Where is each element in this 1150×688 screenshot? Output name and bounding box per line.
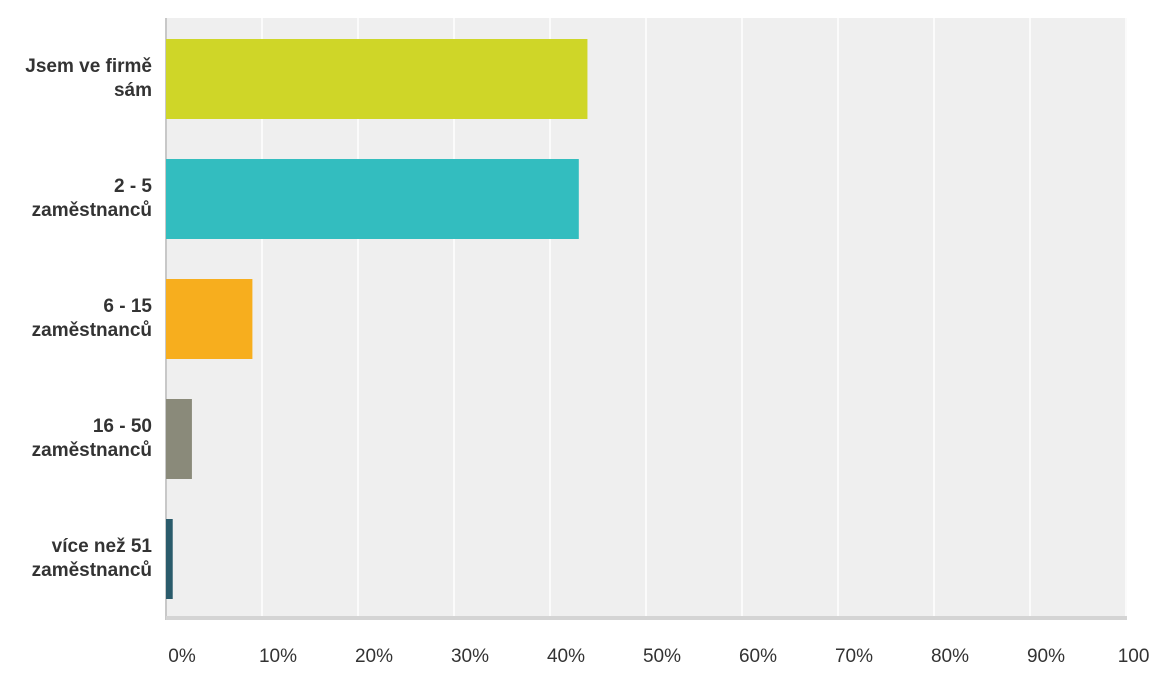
- y-tick-label: 6 - 15 zaměstnanců: [31, 296, 152, 341]
- x-tick-label: 0%: [168, 646, 196, 667]
- x-tick-label: 70%: [835, 646, 873, 667]
- x-tick-label: 20%: [355, 646, 393, 667]
- x-tick-label: 100%: [1118, 646, 1150, 667]
- bar: [166, 519, 173, 599]
- x-tick-label: 60%: [739, 646, 777, 667]
- y-tick-label: 2 - 5 zaměstnanců: [31, 176, 152, 221]
- y-tick-label: více než 51 zaměstnanců: [31, 536, 152, 581]
- y-tick-label: Jsem ve firmě sám: [25, 56, 152, 101]
- x-tick-label: 40%: [547, 646, 585, 667]
- bar: [166, 279, 253, 359]
- x-tick-label: 10%: [259, 646, 297, 667]
- x-tick-label: 80%: [931, 646, 969, 667]
- bar: [166, 399, 192, 479]
- bar: [166, 39, 588, 119]
- bar: [166, 159, 579, 239]
- x-tick-label: 50%: [643, 646, 681, 667]
- y-tick-label: 16 - 50 zaměstnanců: [31, 416, 152, 461]
- x-tick-label: 30%: [451, 646, 489, 667]
- x-tick-label: 90%: [1027, 646, 1065, 667]
